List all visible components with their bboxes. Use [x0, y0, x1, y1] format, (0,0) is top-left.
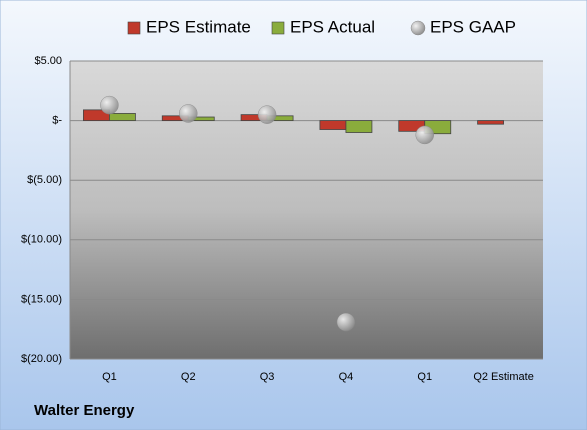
gaap-bubble	[257, 105, 277, 124]
y-tick-label: $(10.00)	[21, 234, 62, 246]
chart-title: Walter Energy	[34, 402, 135, 419]
gaap-bubble	[100, 95, 119, 115]
legend: EPS Estimate EPS Actual EPS GAAP	[127, 17, 516, 36]
bar	[477, 120, 504, 125]
gaap-bubble	[415, 125, 434, 145]
y-tick-label: $5.00	[34, 55, 62, 67]
plot-area	[70, 61, 543, 359]
y-tick-label: $(5.00)	[27, 174, 62, 186]
x-tick-label: Q4	[339, 371, 354, 383]
x-tick-label: Q3	[260, 371, 275, 383]
legend-label: EPS Estimate	[146, 17, 251, 36]
bar	[319, 120, 347, 130]
bar	[345, 120, 373, 133]
x-tick-label: Q2 Estimate	[473, 371, 534, 383]
legend-swatch	[410, 20, 426, 36]
legend-label: EPS GAAP	[430, 17, 516, 36]
x-tick-label: Q1	[102, 371, 117, 383]
legend-label: EPS Actual	[290, 17, 375, 36]
gaap-bubble	[336, 312, 356, 332]
legend-swatch	[127, 21, 141, 35]
y-tick-label: $(15.00)	[21, 293, 62, 305]
x-tick-label: Q2	[181, 371, 196, 383]
bar	[109, 113, 136, 121]
legend-swatch	[271, 21, 285, 35]
y-tick-label: $(20.00)	[21, 353, 62, 365]
y-tick-label: $-	[52, 115, 62, 127]
x-tick-label: Q1	[417, 371, 432, 383]
gaap-bubble	[179, 104, 198, 123]
